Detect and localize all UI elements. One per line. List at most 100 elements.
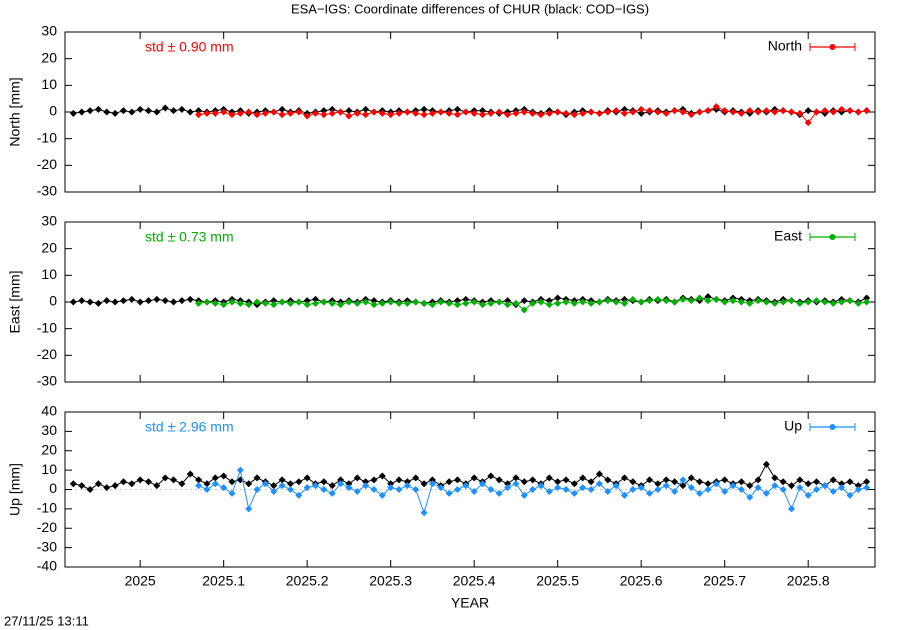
data-point [629,295,637,303]
data-point [863,478,871,486]
data-point [863,298,871,306]
data-point [704,297,712,305]
data-point [153,482,161,490]
x-tick-label: 2025.7 [703,573,746,589]
data-point [111,482,119,490]
data-point [312,482,320,490]
data-point [762,489,770,497]
data-point [679,476,687,484]
data-point [846,297,854,305]
data-point [729,482,737,490]
data-point [804,480,812,488]
figure-title: ESA−IGS: Coordinate differences of CHUR … [291,1,649,16]
x-tick-label: 2025.1 [202,573,245,589]
data-point [211,109,219,117]
data-point [445,489,453,497]
y-tick-label: 30 [41,213,57,229]
data-point [420,105,428,113]
data-point [595,298,603,306]
data-point [312,295,320,303]
data-point [838,298,846,306]
data-point [228,478,236,486]
data-point [128,295,136,303]
data-point [629,478,637,486]
data-point [370,476,378,484]
data-point [721,487,729,495]
y-tick-label: -20 [37,346,57,362]
data-point [261,299,269,307]
data-point [387,298,395,306]
data-point [570,489,578,497]
data-point [412,486,420,493]
data-point [587,108,595,116]
data-point [270,108,278,116]
data-point [362,111,370,119]
data-point [796,476,804,484]
data-point [337,480,345,488]
data-point [403,108,411,116]
data-point [771,482,779,490]
data-point [679,108,687,116]
data-point [746,299,754,307]
data-point [387,111,395,119]
data-point [620,105,628,113]
data-point [595,470,603,478]
data-point [295,298,303,306]
data-point [804,107,812,115]
data-point [445,109,453,117]
data-point [570,111,578,119]
data-point [94,105,102,113]
data-point [387,480,395,488]
data-point [220,301,228,309]
data-point [854,299,862,307]
data-point [170,107,178,115]
data-point [612,482,620,490]
data-point [620,109,628,117]
data-point [662,109,670,117]
data-point [562,298,570,306]
data-point [821,482,829,490]
data-point [337,108,345,116]
data-point [654,486,662,493]
data-point [328,105,336,113]
data-point [487,109,495,117]
data-point [554,299,562,307]
data-point [395,109,403,117]
data-point [554,478,562,486]
data-point [69,480,77,488]
y-tick-label: -10 [37,129,57,145]
data-point [253,111,261,119]
data-point [495,489,503,497]
data-point [195,482,203,490]
data-point [370,297,378,305]
data-point [337,301,345,309]
y-tick-label: 10 [41,266,57,282]
data-point [754,297,762,305]
data-point [562,109,570,117]
data-point [236,109,244,117]
y-tick-label: -10 [37,500,57,516]
data-point [303,112,311,120]
data-point [721,107,729,115]
data-point [846,491,854,499]
data-point [286,486,294,493]
data-point [863,107,871,115]
data-point [512,480,520,488]
data-point [679,482,687,490]
data-point [370,108,378,116]
data-point [428,301,436,309]
data-point [629,108,637,116]
data-point [186,295,194,303]
data-point [186,470,194,478]
x-tick-label: 2025.3 [369,573,412,589]
data-point [512,109,520,117]
data-point [362,298,370,306]
data-point [270,297,278,305]
data-point [378,109,386,117]
data-point [420,480,428,488]
data-point [328,299,336,307]
data-point [445,299,453,307]
data-point [721,476,729,484]
data-point [754,108,762,116]
data-point [303,301,311,309]
